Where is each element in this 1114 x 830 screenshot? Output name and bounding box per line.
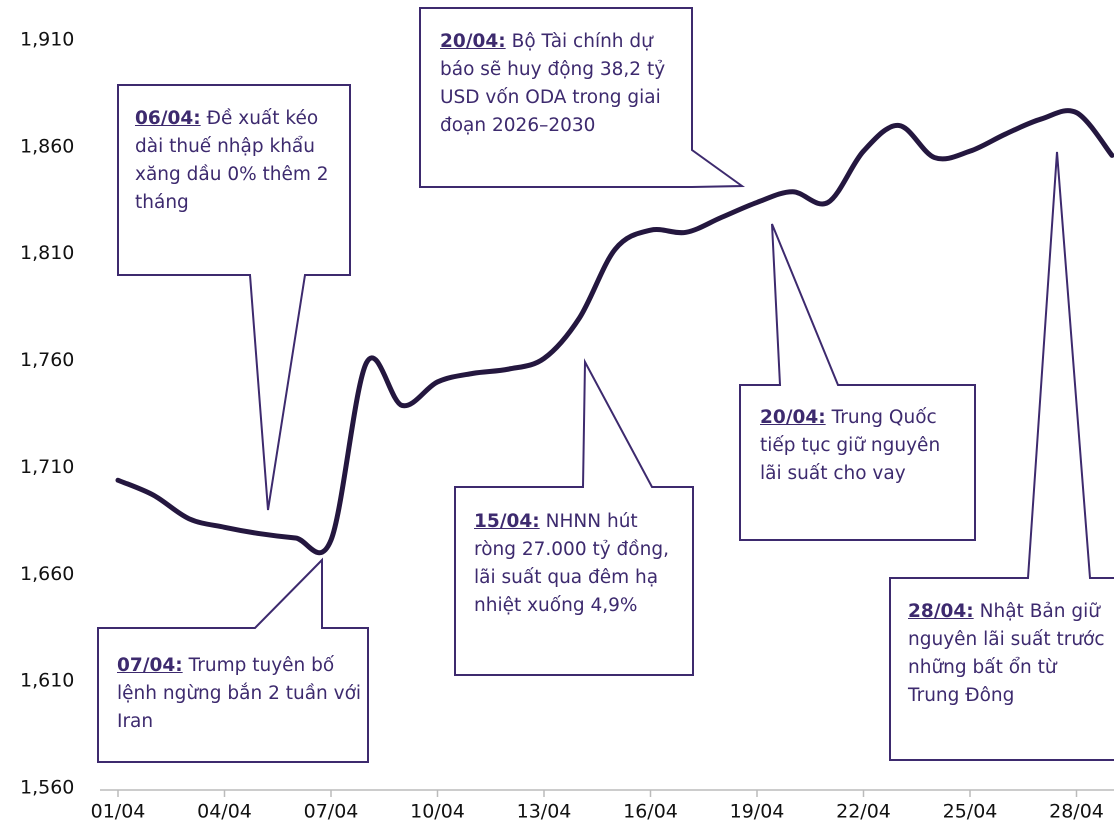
annotation-date: 06/04: [135, 108, 201, 129]
x-tick-label: 28/04 [1049, 801, 1104, 823]
x-tick-label: 04/04 [197, 801, 252, 823]
callout-box [454, 358, 694, 676]
y-tick-label: 1,660 [20, 563, 74, 585]
annotation-date: 20/04: [760, 407, 826, 428]
callout-box [419, 7, 746, 188]
annotation: 07/04: Trump tuyên bố lệnh ngừng bắn 2 tu… [117, 652, 362, 736]
annotation: 20/04: Trung Quốc tiếp tục giữ nguyên lãi… [760, 404, 955, 488]
x-tick-label: 13/04 [517, 801, 572, 823]
x-tick-label: 10/04 [410, 801, 465, 823]
annotation-date: 07/04: [117, 655, 183, 676]
annotation-text: Đề xuất kéo dài thuế nhập khẩu xăng dầu … [135, 108, 329, 213]
annotation: 28/04: Nhật Bản giữ nguyên lãi suất trước… [908, 598, 1113, 710]
x-tick-label: 01/04 [91, 801, 146, 823]
annotation: 20/04: Bộ Tài chính dự báo sẽ huy động 38… [440, 28, 685, 140]
callout-box [739, 223, 976, 541]
annotation-text: Nhật Bản giữ nguyên lãi suất trước những… [908, 601, 1105, 706]
callout-box [117, 84, 351, 511]
y-tick-label: 1,810 [20, 242, 74, 264]
x-tick-label: 19/04 [730, 801, 785, 823]
x-tick-label: 16/04 [623, 801, 678, 823]
y-tick-label: 1,610 [20, 670, 74, 692]
line-series [115, 108, 1114, 556]
annotation-date: 28/04: [908, 601, 974, 622]
annotation-text: Trung Quốc tiếp tục giữ nguyên lãi suất … [760, 407, 941, 484]
y-tick-label: 1,710 [20, 456, 74, 478]
annotation-date: 20/04: [440, 31, 506, 52]
x-tick-label: 22/04 [836, 801, 891, 823]
annotation-text: NHNN hút ròng 27.000 tỷ đồng, lãi suất q… [474, 511, 669, 616]
y-tick-label: 1,910 [20, 29, 74, 51]
x-tick-label: 07/04 [304, 801, 359, 823]
x-tick-label: 25/04 [943, 801, 998, 823]
annotation-text: Trump tuyên bố lệnh ngừng bắn 2 tuần với… [117, 655, 362, 732]
y-tick-label: 1,760 [20, 349, 74, 371]
y-tick-label: 1,560 [20, 777, 74, 799]
callout-box [889, 151, 1114, 761]
annotation: 06/04: Đề xuất kéo dài thuế nhập khẩu xăn… [135, 105, 340, 217]
annotation-date: 15/04: [474, 511, 540, 532]
annotation-text: Bộ Tài chính dự báo sẽ huy động 38,2 tỷ … [440, 31, 666, 136]
annotation: 15/04: NHNN hút ròng 27.000 tỷ đồng, lãi … [474, 508, 679, 620]
y-tick-label: 1,860 [20, 135, 74, 157]
callout-box [97, 557, 369, 763]
